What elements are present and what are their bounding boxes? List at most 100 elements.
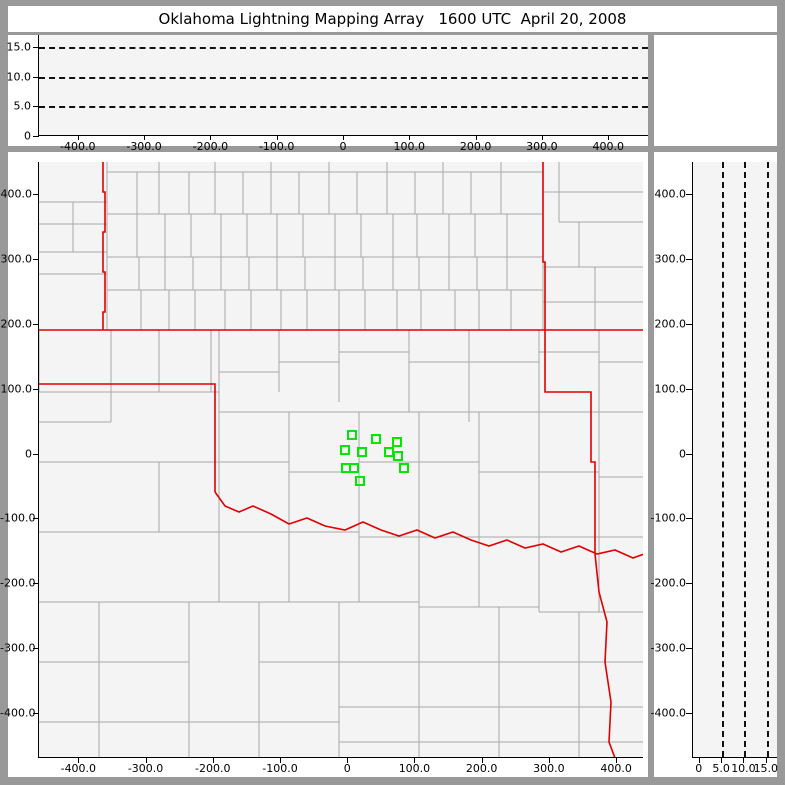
x-axis-tick-label: -300.0	[126, 140, 162, 153]
gridline-vertical	[766, 162, 769, 757]
x-axis-tick-mark	[743, 758, 745, 763]
y-axis-tick-label: 200.0	[654, 317, 687, 331]
y-axis-tick-mark	[33, 388, 39, 390]
y-axis-tick-mark	[33, 583, 39, 585]
x-axis-tick-mark	[276, 136, 278, 140]
x-axis-tick-label: 0	[343, 762, 351, 775]
x-axis-tick-mark	[145, 758, 147, 763]
lma-station-marker	[354, 475, 365, 486]
x-axis-tick-label: 300.0	[533, 762, 565, 775]
x-axis-tick-label: -200.0	[192, 140, 229, 153]
x-axis-tick-label: 0	[339, 140, 347, 153]
y-axis-tick-mark	[686, 583, 692, 585]
y-axis-tick-mark	[33, 323, 39, 325]
y-axis-tick-mark	[33, 46, 39, 48]
x-axis-tick-mark	[78, 758, 80, 763]
x-axis-tick-label: 400.0	[600, 762, 632, 775]
y-axis-tick-mark	[33, 136, 39, 137]
y-axis-tick-label: -400.0	[0, 706, 36, 720]
x-axis-tick-mark	[212, 758, 214, 763]
gridline-horizontal	[39, 46, 648, 49]
y-axis-tick-label: 300.0	[0, 252, 33, 266]
lma-station-marker	[370, 434, 381, 445]
empty-panel	[654, 35, 777, 146]
y-axis-tick-mark	[33, 106, 39, 108]
y-axis-tick-mark	[33, 712, 39, 714]
y-axis-tick-label: 5.0	[13, 99, 32, 113]
x-axis-tick-label: 200.0	[459, 140, 492, 153]
y-axis-tick-label: 0	[25, 447, 32, 461]
y-axis-tick-mark	[33, 518, 39, 520]
y-axis-tick-label: -300.0	[650, 641, 686, 655]
map-geography	[39, 162, 643, 757]
y-axis-tick-label: -400.0	[650, 706, 686, 720]
x-axis-tick-label: 200.0	[465, 762, 498, 775]
time-height-plot-area	[38, 35, 648, 136]
state-borders	[39, 162, 643, 757]
lma-station-marker	[357, 446, 368, 457]
x-axis-tick-mark	[541, 136, 543, 140]
y-axis-tick-mark	[33, 259, 39, 261]
x-axis-tick-label: -100.0	[262, 762, 298, 775]
lma-station-marker	[392, 451, 403, 462]
x-axis-tick-mark	[548, 758, 550, 763]
page-title: Oklahoma Lightning Mapping Array 1600 UT…	[158, 10, 627, 28]
x-axis-tick-label: 100.0	[393, 140, 426, 153]
x-axis-tick-label: -400.0	[60, 140, 96, 153]
y-axis-tick-label: 300.0	[654, 252, 687, 266]
x-axis-tick-mark	[481, 758, 483, 763]
y-axis-tick-mark	[686, 712, 692, 714]
y-axis-tick-label: -200.0	[0, 576, 36, 590]
x-axis-tick-mark	[144, 136, 146, 140]
y-axis-tick-mark	[686, 518, 692, 520]
x-axis-tick-label: -400.0	[60, 762, 97, 775]
y-axis-tick-mark	[33, 647, 39, 649]
y-axis-tick-mark	[686, 647, 692, 649]
x-axis-tick-label: 15.0	[753, 762, 779, 775]
gridline-vertical	[744, 162, 747, 757]
y-axis-tick-label: 0	[679, 447, 686, 461]
x-axis-tick-label: 10.0	[731, 762, 756, 775]
x-axis-tick-mark	[280, 758, 281, 763]
x-axis-tick-mark	[475, 136, 477, 140]
lma-station-marker	[349, 463, 360, 474]
lma-station-marker	[399, 463, 410, 474]
lma-station-marker	[346, 430, 357, 441]
x-axis-tick-mark	[347, 758, 349, 763]
x-axis-tick-mark	[698, 758, 700, 763]
plan-view-map-plot-area[interactable]	[38, 162, 643, 758]
lma-station-marker	[383, 446, 394, 457]
gridline-horizontal	[39, 76, 648, 79]
y-axis-tick-label: -100.0	[0, 511, 36, 525]
x-axis-tick-label: -300.0	[127, 762, 164, 775]
x-axis-tick-mark	[608, 136, 610, 140]
lma-station-marker	[392, 436, 403, 447]
title-bar: Oklahoma Lightning Mapping Array 1600 UT…	[8, 6, 777, 32]
x-axis-tick-mark	[210, 136, 212, 140]
y-axis-tick-label: 400.0	[0, 187, 33, 201]
y-axis-tick-mark	[33, 453, 39, 455]
x-axis-tick-mark	[77, 136, 79, 140]
x-axis-tick-label: -100.0	[258, 140, 295, 153]
x-axis-tick-mark	[343, 136, 344, 140]
y-axis-tick-mark	[686, 323, 692, 325]
y-axis-tick-label: 15.0	[6, 40, 32, 54]
x-axis-tick-label: 400.0	[592, 140, 624, 153]
height-east-plot-area	[692, 162, 777, 758]
x-axis-tick-label: 100.0	[398, 762, 431, 775]
x-axis-tick-mark	[616, 758, 618, 763]
x-axis-tick-label: -200.0	[195, 762, 231, 775]
x-axis-tick-label: 0	[695, 762, 703, 775]
y-axis-tick-label: -100.0	[650, 511, 686, 525]
y-axis-tick-mark	[686, 259, 692, 261]
x-axis-tick-mark	[414, 758, 416, 763]
x-axis-tick-mark	[765, 758, 767, 763]
y-axis-tick-mark	[33, 76, 39, 78]
y-axis-tick-label: -200.0	[650, 576, 686, 590]
gridline-horizontal	[39, 106, 648, 109]
lma-station-marker	[339, 444, 350, 455]
x-axis-tick-mark	[409, 136, 411, 140]
y-axis-tick-mark	[686, 194, 692, 196]
x-axis-tick-mark	[721, 758, 723, 763]
